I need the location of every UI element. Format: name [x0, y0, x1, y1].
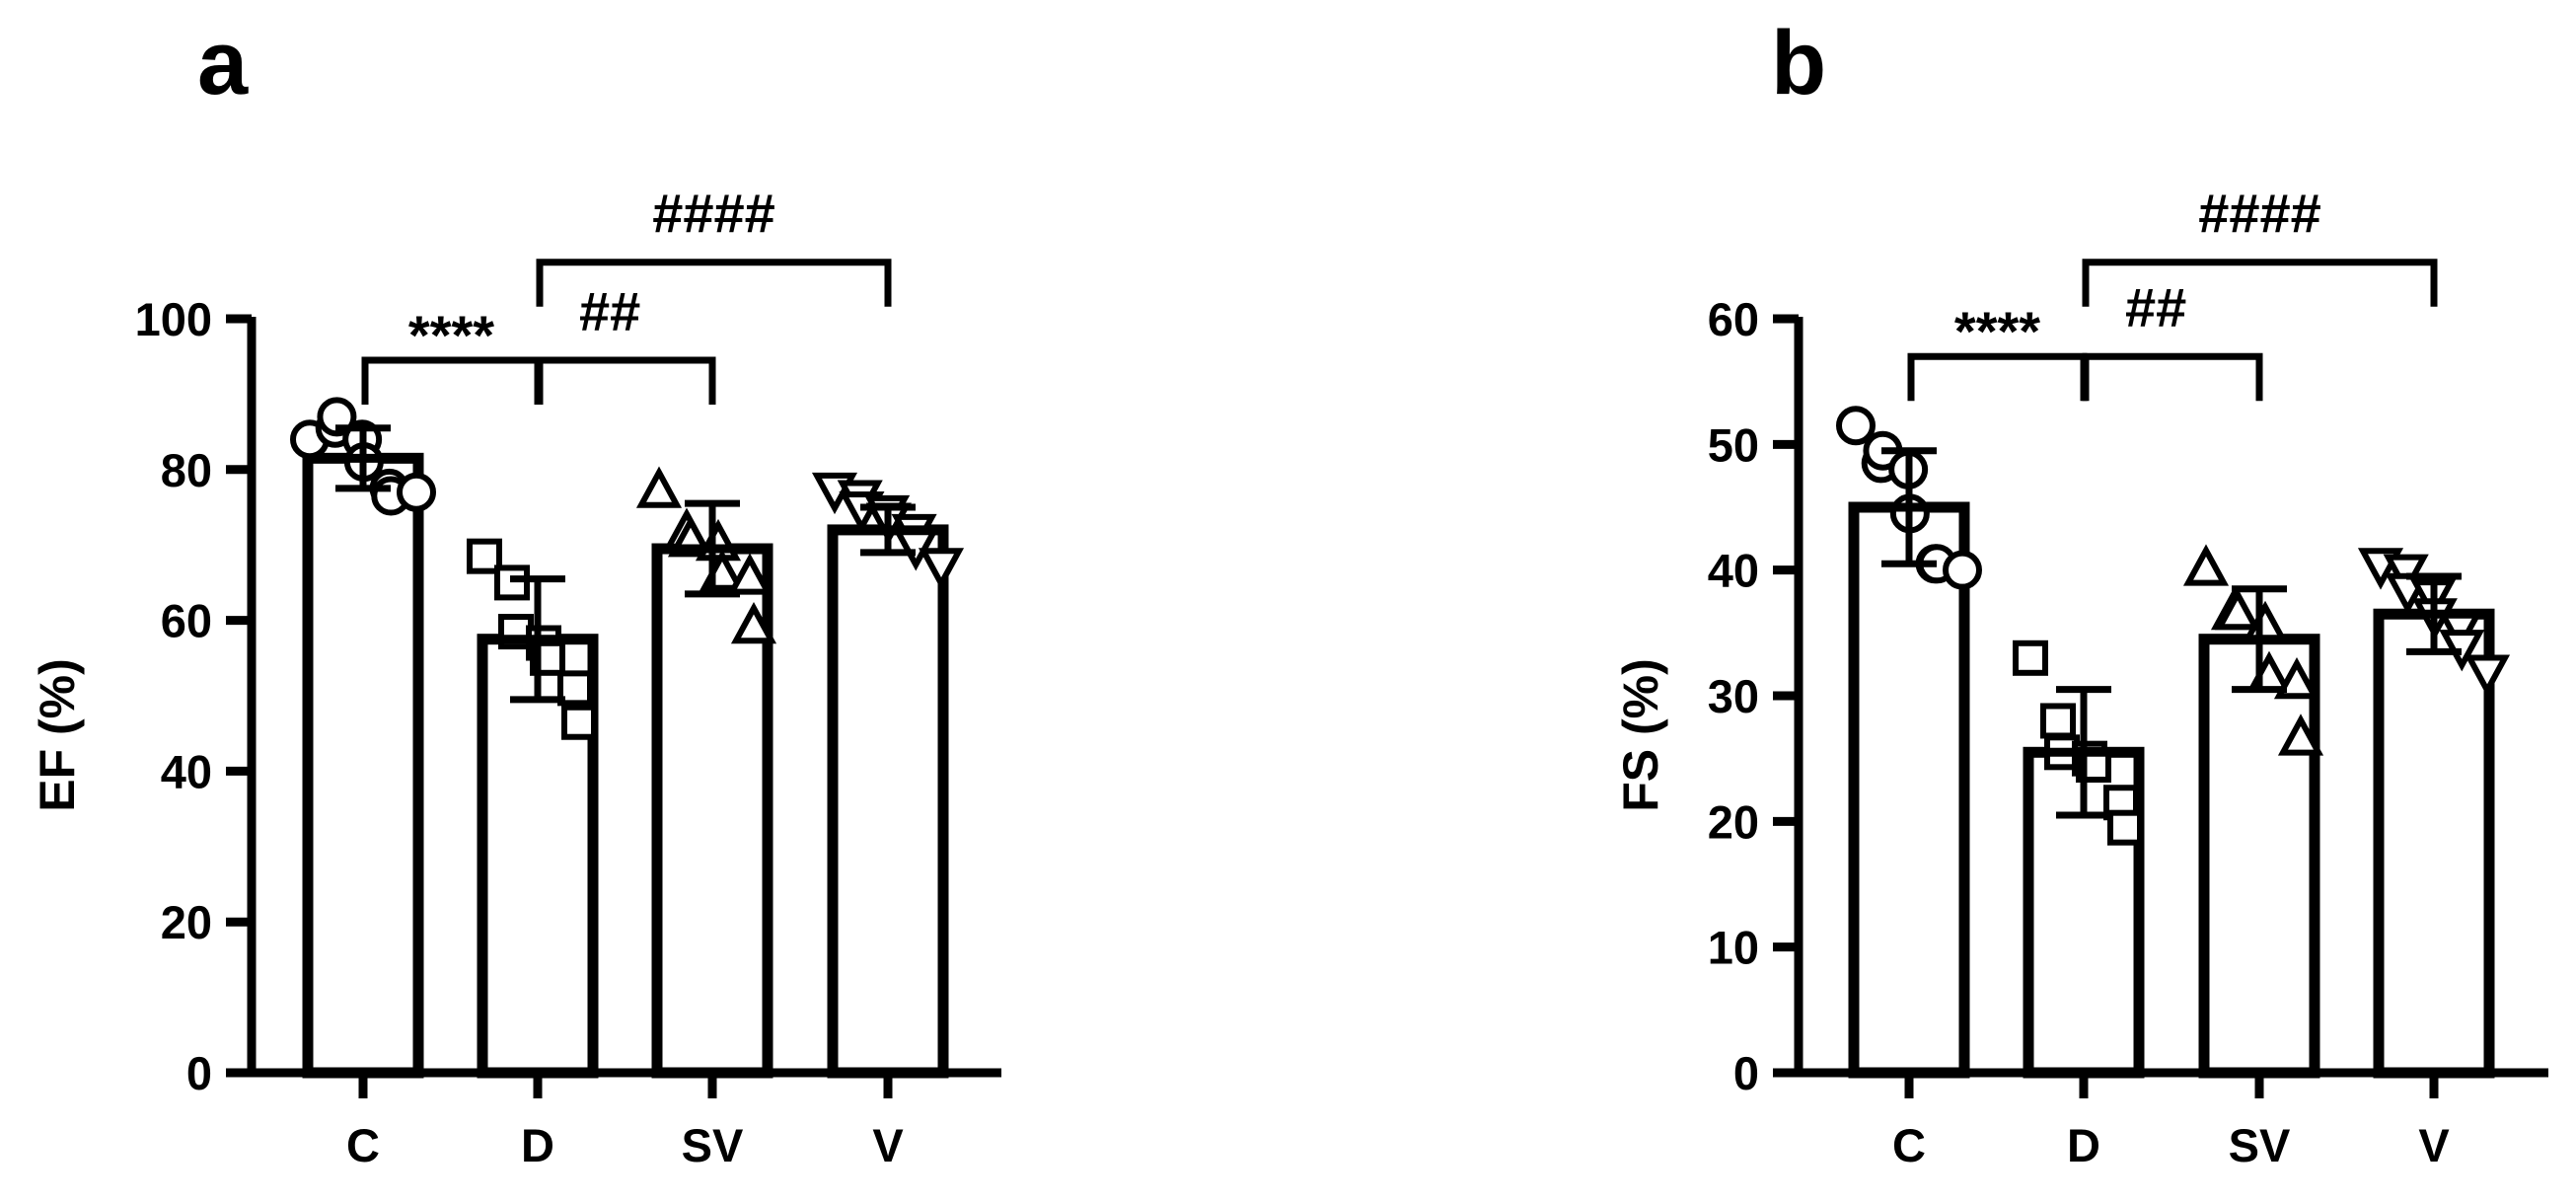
x-tick-label-a-SV: SV: [682, 1119, 744, 1171]
significance-bracket-a: [536, 356, 716, 406]
data-point-a-SV: [726, 553, 773, 595]
significance-bracket-b: [2082, 259, 2438, 307]
y-tick-label-b: 10: [1708, 922, 1759, 974]
y-tick-label-b: 60: [1708, 293, 1759, 345]
y-tick-label-a: 40: [161, 745, 212, 797]
y-tick-label-a: 0: [186, 1047, 212, 1099]
bar-b-V: [2373, 608, 2495, 1079]
data-point-b-SV: [2182, 544, 2230, 586]
data-point-b-C: [1943, 550, 1982, 590]
data-point-a-V: [918, 548, 965, 590]
bar-b-SV: [2198, 634, 2320, 1079]
data-point-b-SV: [2214, 587, 2261, 631]
significance-bracket-a: [536, 259, 892, 307]
significance-label-b: ##: [2125, 276, 2186, 338]
bar-a-C: [302, 452, 424, 1079]
data-point-a-SV: [635, 466, 683, 508]
data-point-a-C: [397, 472, 436, 512]
y-tick-label-b: 20: [1708, 795, 1759, 848]
y-tick-label-b: 30: [1708, 670, 1759, 722]
y-axis-label-b: FS (%): [1613, 658, 1668, 812]
significance-bracket-b: [2082, 352, 2263, 402]
y-tick-label-b: 40: [1708, 545, 1759, 597]
significance-bracket-b: [1907, 352, 2088, 402]
data-point-b-D: [2013, 639, 2048, 676]
data-point-a-D: [494, 564, 530, 601]
bar-a-V: [827, 524, 949, 1079]
panel-b: b FS (%) 0 10 20 30 40 50 60 C D SV V **** ######: [1613, 13, 2548, 1171]
data-point-b-V: [2464, 654, 2511, 697]
significance-label-a: ##: [579, 280, 640, 342]
significance-bracket-a: [361, 356, 542, 406]
x-tick-label-a-D: D: [521, 1119, 554, 1171]
data-point-b-SV: [2273, 657, 2320, 700]
data-point-a-SV: [730, 601, 777, 644]
data-point-b-SV: [2277, 714, 2324, 756]
data-point-b-D: [2040, 703, 2076, 739]
data-point-a-D: [561, 704, 597, 740]
data-point-b-D: [2107, 809, 2143, 846]
bar-b-C: [1848, 501, 1970, 1079]
panel-a: a EF (%) 0 20 40 60 80 100 C D SV V **** ######: [30, 13, 1001, 1171]
significance-label-a: ****: [408, 304, 494, 366]
y-tick-label-a: 80: [161, 444, 212, 496]
data-point-b-C: [1836, 406, 1876, 446]
panel-letter-b: b: [1771, 13, 1826, 113]
x-tick-label-a-C: C: [346, 1119, 380, 1171]
significance-label-b: ****: [1954, 300, 2040, 362]
x-tick-label-a-V: V: [872, 1119, 904, 1171]
x-tick-label-b-D: D: [2067, 1119, 2100, 1171]
panel-letter-a: a: [197, 13, 249, 113]
x-tick-label-b-SV: SV: [2229, 1119, 2291, 1171]
y-tick-label-a: 100: [135, 293, 212, 345]
y-tick-label-b: 50: [1708, 418, 1759, 471]
y-axis-label-a: EF (%): [30, 658, 85, 812]
significance-label-b: ####: [2198, 183, 2321, 245]
x-tick-label-b-C: C: [1892, 1119, 1926, 1171]
significance-label-a: ####: [652, 183, 775, 245]
y-tick-label-a: 20: [161, 896, 212, 948]
y-tick-label-a: 60: [161, 595, 212, 647]
x-tick-label-b-V: V: [2418, 1119, 2450, 1171]
y-tick-label-b: 0: [1733, 1047, 1759, 1099]
